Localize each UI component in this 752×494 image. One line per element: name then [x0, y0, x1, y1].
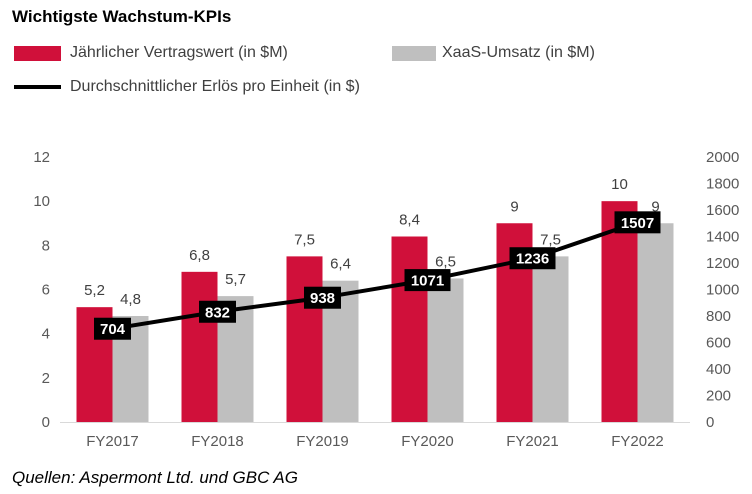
- bar-xaas-umsatz-in-m-fy2022: [637, 223, 674, 422]
- bar-jahrlicher-vertragswert-in-m-fy2019: [286, 256, 323, 422]
- x-tick-label-fy2017: FY2017: [86, 433, 139, 450]
- x-axis-categories: FY2017 FY2018 FY2019 FY2020 FY2021 FY2022: [86, 433, 664, 450]
- data-label-xaas-umsatz-in-m-fy2021: 7,5: [540, 231, 561, 248]
- x-tick-label-fy2020: FY2020: [401, 433, 454, 450]
- y-tick-label: 10: [33, 193, 50, 210]
- legend-label-vertragswert: Jährlicher Vertragswert (in $M): [70, 44, 288, 61]
- y2-tick-label: 1800: [706, 176, 739, 193]
- line-label-fy2020: 1071: [411, 273, 444, 290]
- y-axis-secondary: 0 200 400 600 800 1000 1200 1400 1600 1800 2000: [706, 149, 739, 431]
- y2-tick-label: 2000: [706, 149, 739, 166]
- y-tick-label: 2: [42, 370, 50, 387]
- data-label-jahrlicher-vertragswert-in-m-fy2019: 7,5: [294, 231, 315, 248]
- y-tick-label: 8: [42, 237, 50, 254]
- chart-title: Wichtigste Wachstum-KPIs: [12, 7, 232, 26]
- bar-jahrlicher-vertragswert-in-m-fy2022: [601, 201, 638, 422]
- y2-tick-label: 200: [706, 388, 731, 405]
- y2-tick-label: 0: [706, 414, 714, 431]
- y-tick-label: 12: [33, 149, 50, 166]
- line-label-fy2018: 832: [205, 304, 230, 321]
- bar-xaas-umsatz-in-m-fy2021: [532, 256, 569, 422]
- legend-label-erloes-pro-einheit: Durchschnittlicher Erlös pro Einheit (in…: [70, 78, 360, 95]
- legend-item-vertragswert: Jährlicher Vertragswert (in $M): [14, 43, 288, 63]
- bar-xaas-umsatz-in-m-fy2020: [427, 278, 464, 422]
- line-label-fy2017: 704: [100, 321, 126, 338]
- legend-item-xaas-umsatz: XaaS-Umsatz (in $M): [392, 43, 595, 63]
- legend-swatch-xaas-umsatz: [392, 45, 436, 61]
- data-label-xaas-umsatz-in-m-fy2019: 6,4: [330, 256, 351, 273]
- line-label-box-fy2021: [509, 247, 556, 270]
- data-label-xaas-umsatz-in-m-fy2022: 9: [651, 198, 659, 215]
- legend-line-erloes-pro-einheit: [14, 85, 61, 89]
- y-tick-label: 0: [42, 414, 50, 431]
- source-note: Quellen: Aspermont Ltd. und GBC AG: [12, 468, 298, 487]
- data-label-jahrlicher-vertragswert-in-m-fy2020: 8,4: [399, 212, 420, 229]
- legend-swatch-vertragswert: [14, 45, 61, 61]
- data-label-xaas-umsatz-in-m-fy2017: 4,8: [120, 291, 141, 308]
- data-label-xaas-umsatz-in-m-fy2020: 6,5: [435, 253, 456, 270]
- data-label-jahrlicher-vertragswert-in-m-fy2021: 9: [510, 198, 518, 215]
- data-label-jahrlicher-vertragswert-in-m-fy2018: 6,8: [189, 247, 210, 264]
- y2-tick-label: 1600: [706, 202, 739, 219]
- line-label-box-fy2019: [304, 286, 341, 309]
- y-tick-label: 6: [42, 282, 50, 299]
- legend-label-xaas-umsatz: XaaS-Umsatz (in $M): [442, 44, 595, 61]
- x-tick-label-fy2022: FY2022: [611, 433, 664, 450]
- y2-tick-label: 1200: [706, 255, 739, 272]
- y-tick-label: 4: [42, 326, 50, 343]
- bar-data-labels: 5,2 6,8 7,5 8,4 9 10 4,8 5,7 6,4 6,5 7,5 9: [84, 176, 660, 308]
- y2-tick-label: 400: [706, 361, 731, 378]
- bar-jahrlicher-vertragswert-in-m-fy2020: [391, 236, 428, 422]
- x-tick-label-fy2018: FY2018: [191, 433, 244, 450]
- line-label-box-fy2017: [94, 317, 131, 340]
- line-label-box-fy2022: [614, 211, 661, 234]
- line-label-fy2022: 1507: [621, 215, 654, 232]
- y-axis-primary: 0 2 4 6 8 10 12: [33, 149, 50, 431]
- bars: [76, 201, 674, 422]
- y2-tick-label: 600: [706, 335, 731, 352]
- line-label-fy2021: 1236: [516, 251, 549, 268]
- x-tick-label-fy2021: FY2021: [506, 433, 559, 450]
- data-label-jahrlicher-vertragswert-in-m-fy2022: 10: [611, 176, 628, 193]
- data-label-jahrlicher-vertragswert-in-m-fy2017: 5,2: [84, 282, 105, 299]
- y2-tick-label: 1400: [706, 229, 739, 246]
- line-data-labels: 704 832 938 1071 1236 1507: [94, 211, 661, 340]
- line-label-fy2019: 938: [310, 290, 335, 307]
- line-label-box-fy2018: [199, 300, 236, 323]
- y2-tick-label: 800: [706, 308, 731, 325]
- bar-jahrlicher-vertragswert-in-m-fy2018: [181, 271, 218, 422]
- y2-tick-label: 1000: [706, 282, 739, 299]
- legend-item-erloes-pro-einheit: Durchschnittlicher Erlös pro Einheit (in…: [14, 77, 360, 97]
- line-label-box-fy2020: [404, 269, 451, 292]
- data-label-xaas-umsatz-in-m-fy2018: 5,7: [225, 271, 246, 288]
- x-tick-label-fy2019: FY2019: [296, 433, 349, 450]
